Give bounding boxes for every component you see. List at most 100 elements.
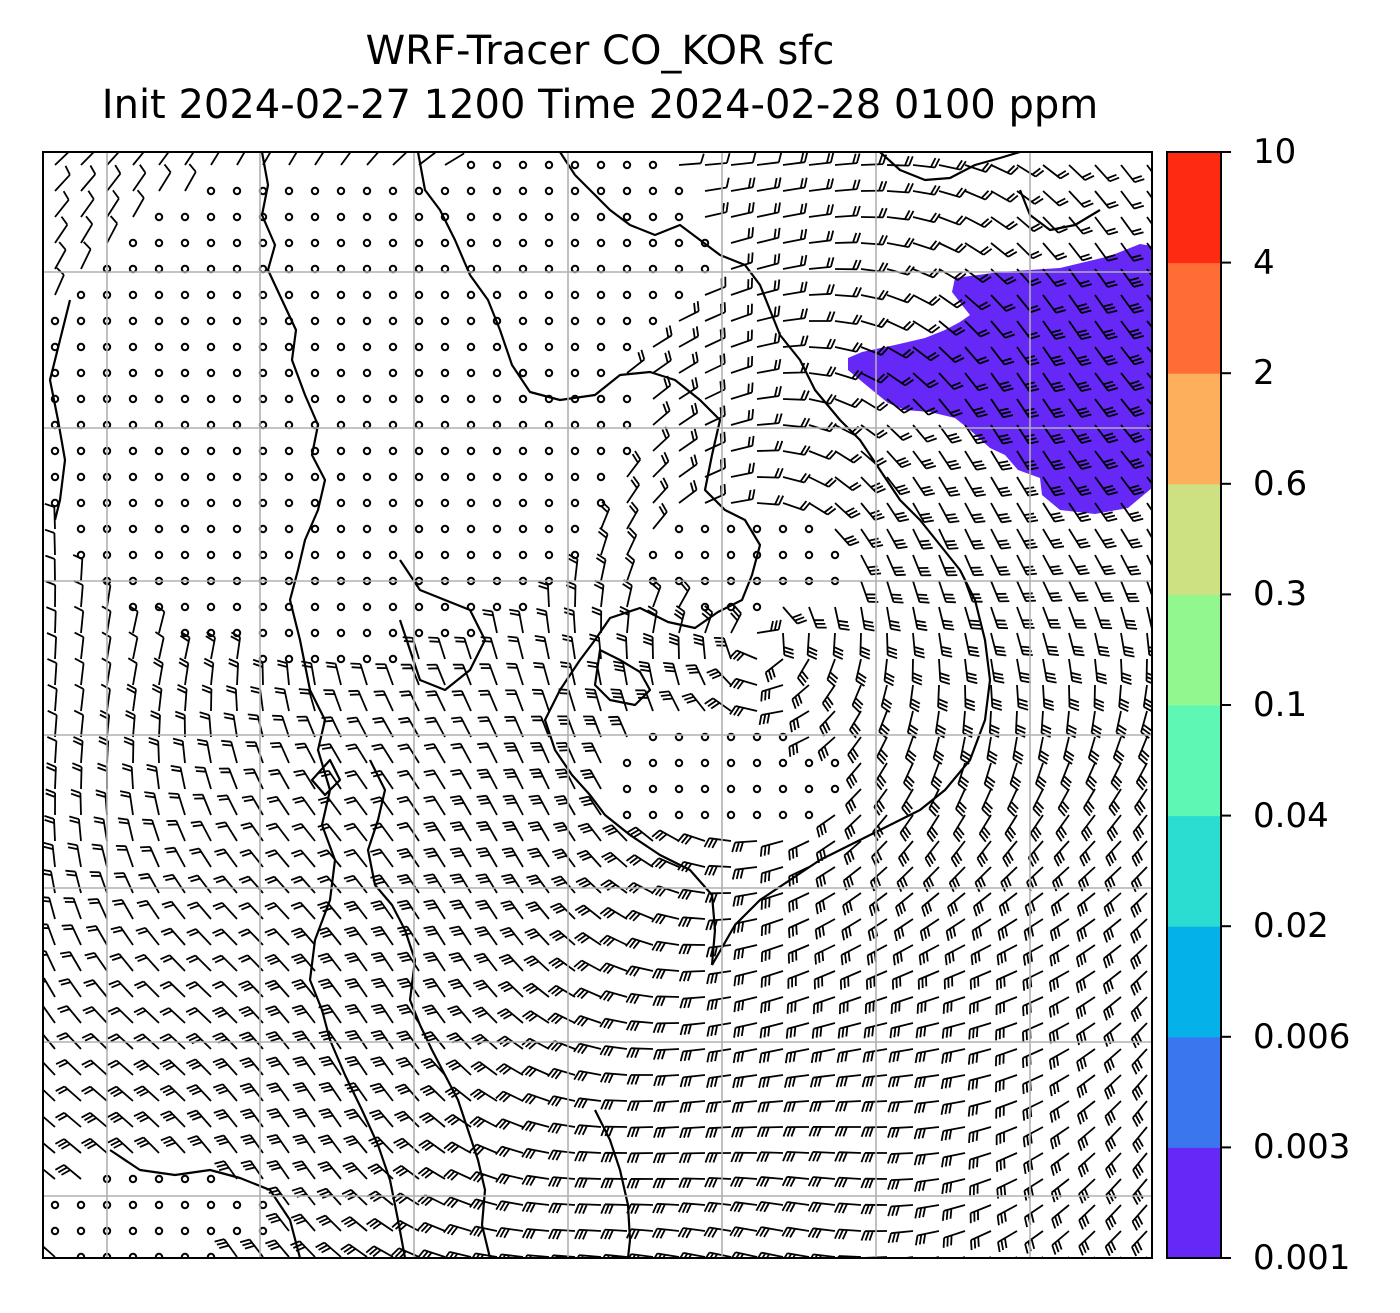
calm-wind-circle — [414, 628, 424, 638]
wind-barb — [995, 1048, 1018, 1067]
wind-barb — [624, 553, 636, 582]
calm-wind-circle — [570, 472, 580, 482]
wind-barb — [548, 957, 576, 972]
wind-barb — [964, 502, 986, 524]
wind-barb — [1016, 632, 1033, 656]
wind-barb — [706, 996, 732, 1011]
wind-barb — [1142, 684, 1152, 713]
wind-barb — [469, 1198, 498, 1211]
wind-barb — [834, 1126, 861, 1137]
wind-barb — [809, 311, 836, 322]
calm-wind-circle — [180, 212, 190, 222]
wind-barb — [1120, 320, 1145, 340]
wind-barb — [1131, 1204, 1148, 1231]
wind-barb — [223, 712, 238, 738]
wind-barb — [705, 918, 732, 931]
wind-barb — [46, 736, 58, 764]
wind-barb — [470, 1061, 498, 1076]
wind-barb — [782, 632, 795, 659]
wind-barb — [1094, 242, 1118, 262]
calm-wind-circle — [440, 316, 450, 326]
wind-barb — [887, 1100, 914, 1113]
wind-barb — [449, 873, 472, 894]
calm-wind-circle — [154, 238, 164, 248]
calm-wind-circle — [362, 524, 372, 534]
calm-wind-circle — [544, 550, 554, 560]
wind-barb — [677, 1227, 706, 1239]
calm-wind-circle — [284, 186, 294, 196]
wind-barb — [760, 866, 784, 884]
wind-barb — [530, 715, 550, 738]
wind-barb — [970, 944, 992, 966]
wind-barb — [80, 165, 97, 192]
wind-barb — [417, 1249, 446, 1258]
wind-barb — [938, 632, 953, 658]
calm-wind-circle — [76, 1200, 86, 1210]
wind-barb — [301, 660, 316, 686]
wind-barb — [394, 1110, 420, 1128]
wind-barb — [1105, 1152, 1122, 1179]
wind-barb — [153, 657, 164, 686]
wind-barb — [423, 821, 446, 842]
calm-wind-circle — [154, 1226, 164, 1236]
wind-barb — [608, 715, 628, 738]
wind-barb — [46, 606, 57, 634]
wind-barb — [1131, 840, 1148, 867]
wind-barb — [912, 320, 941, 334]
wind-barb — [397, 769, 420, 790]
wind-barb — [210, 152, 221, 166]
wind-barb — [81, 1059, 108, 1076]
wind-barb — [847, 736, 862, 764]
colorbar-tick-label: 0.1 — [1253, 685, 1308, 725]
calm-wind-circle — [492, 602, 502, 612]
wind-barb — [576, 849, 602, 868]
wind-barb — [651, 829, 680, 842]
wind-barb — [447, 1005, 472, 1024]
wind-barb — [651, 940, 680, 952]
calm-wind-circle — [128, 472, 138, 482]
wind-barb — [74, 631, 85, 660]
calm-wind-circle — [180, 550, 190, 560]
wind-barb — [729, 677, 758, 690]
wind-barb — [1022, 1074, 1044, 1095]
calm-wind-circle — [596, 238, 606, 248]
calm-wind-circle — [804, 784, 814, 794]
calm-wind-circle — [518, 316, 528, 326]
wind-barb — [1042, 684, 1055, 711]
calm-wind-circle — [596, 472, 606, 482]
calm-wind-circle — [76, 368, 86, 378]
wind-barb — [899, 814, 914, 842]
calm-wind-circle — [648, 810, 658, 820]
calm-wind-circle — [154, 368, 164, 378]
wind-barb — [678, 402, 699, 426]
wind-barb — [913, 1152, 940, 1166]
calm-wind-circle — [648, 186, 658, 196]
wind-barb — [957, 762, 970, 791]
calm-wind-circle — [362, 368, 372, 378]
wind-barb — [318, 1108, 342, 1128]
wind-barb — [73, 709, 85, 738]
wind-barb — [1053, 840, 1070, 867]
wind-barb — [158, 163, 172, 192]
wind-barb — [713, 637, 732, 660]
wind-barb — [1083, 788, 1096, 817]
calm-wind-circle — [206, 212, 216, 222]
wind-barb — [600, 1151, 628, 1163]
wind-barb — [1103, 996, 1122, 1021]
wind-barb — [886, 450, 912, 469]
wind-barb — [475, 899, 498, 920]
wind-barb — [1023, 1204, 1044, 1228]
wind-barb — [529, 768, 550, 790]
wind-barb — [887, 1204, 914, 1217]
wind-barb — [290, 901, 316, 920]
wind-barb — [678, 428, 698, 452]
wind-barb — [626, 1152, 654, 1164]
wind-barb — [911, 658, 923, 686]
calm-wind-circle — [388, 550, 398, 560]
wind-barb — [1087, 736, 1100, 765]
calm-wind-circle — [154, 1174, 164, 1184]
calm-wind-circle — [492, 186, 502, 196]
wind-barb — [938, 268, 967, 281]
wind-barb — [843, 840, 862, 866]
